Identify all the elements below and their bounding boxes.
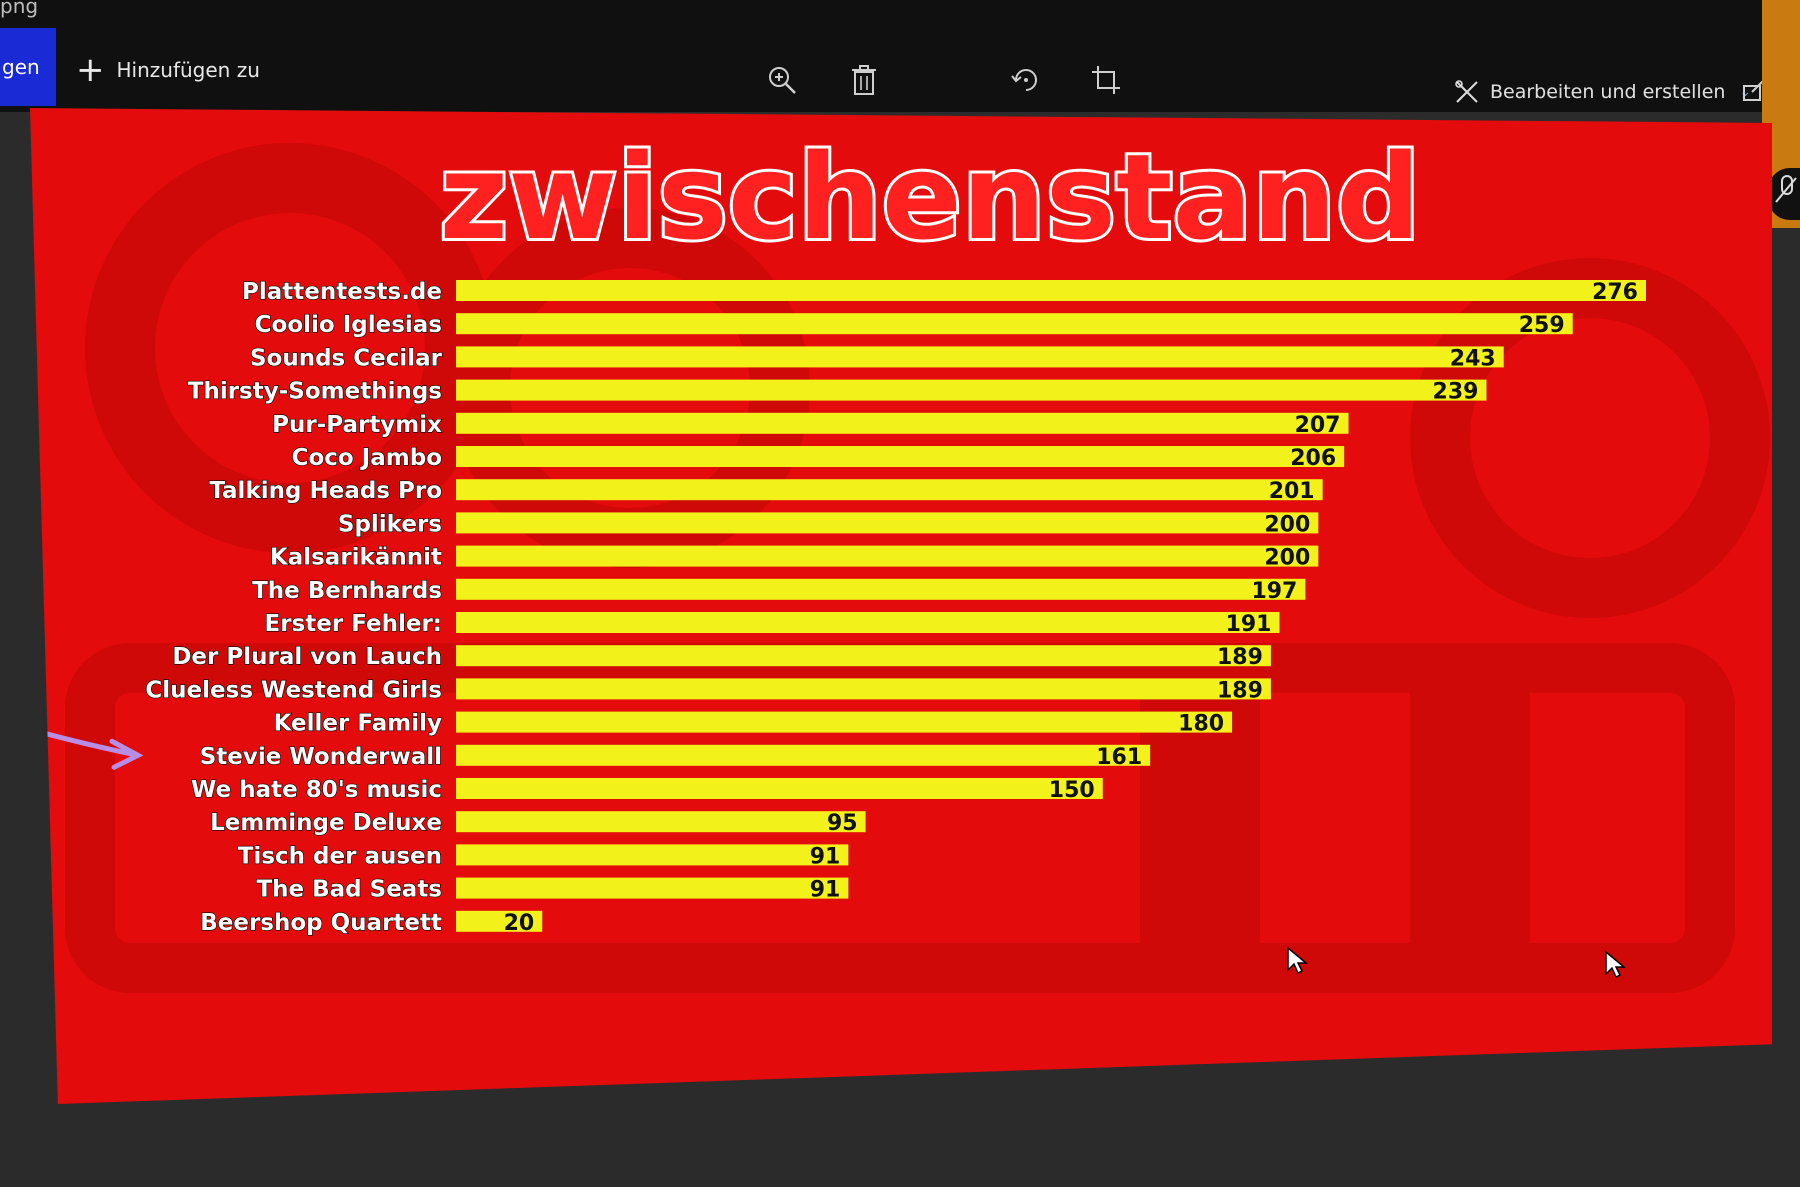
viewer-toolbar: png gen + Hinzufügen zu xyxy=(0,0,1800,112)
edit-create-button[interactable]: Bearbeiten und erstellen ⌄ xyxy=(1454,76,1751,108)
category-label: Keller Family xyxy=(274,711,442,737)
value-label: 259 xyxy=(1519,313,1565,338)
category-label: Clueless Westend Girls xyxy=(145,677,442,703)
bar xyxy=(456,546,1318,567)
trash-icon[interactable] xyxy=(846,62,882,98)
value-label: 207 xyxy=(1295,413,1341,438)
category-label: Talking Heads Pro xyxy=(209,478,442,504)
mic-icon xyxy=(1775,175,1797,203)
add-to-label: Hinzufügen zu xyxy=(116,58,260,82)
bar xyxy=(456,313,1573,334)
value-label: 200 xyxy=(1264,546,1310,571)
mouse-cursor-icon-2 xyxy=(1604,950,1626,980)
slide-image: zwischenstand Plattentests.de 276 Coolio I… xyxy=(30,108,1772,1104)
category-label: Splikers xyxy=(338,511,442,537)
crop-icon[interactable] xyxy=(1088,62,1124,98)
value-label: 239 xyxy=(1433,380,1479,405)
mouse-cursor-icon xyxy=(1286,946,1308,976)
category-label: Erster Fehler: xyxy=(265,611,442,637)
bar xyxy=(456,678,1271,699)
mic-button[interactable] xyxy=(1768,168,1800,220)
bar xyxy=(456,645,1271,666)
category-label: We hate 80's music xyxy=(191,777,442,803)
zoom-in-icon[interactable] xyxy=(764,62,800,98)
left-action-button[interactable]: gen xyxy=(0,28,56,106)
chart-title: zwischenstand xyxy=(439,128,1420,266)
add-to-button[interactable]: + Hinzufügen zu xyxy=(76,50,260,90)
value-label: 201 xyxy=(1269,479,1315,504)
value-label: 150 xyxy=(1049,778,1095,803)
rotate-icon[interactable] xyxy=(1008,62,1044,98)
highlight-arrow-icon xyxy=(30,729,138,767)
category-label: The Bad Seats xyxy=(256,877,442,903)
value-label: 91 xyxy=(810,878,841,903)
value-label: 20 xyxy=(504,911,535,936)
value-label: 91 xyxy=(810,844,841,869)
bar xyxy=(456,446,1344,467)
value-label: 191 xyxy=(1226,612,1272,637)
bar xyxy=(456,778,1103,799)
value-label: 95 xyxy=(827,811,858,836)
bar xyxy=(456,512,1318,533)
bar xyxy=(456,878,848,899)
category-label: Coolio Iglesias xyxy=(255,312,442,338)
value-label: 189 xyxy=(1217,645,1263,670)
bar xyxy=(456,380,1486,401)
category-label: Lemminge Deluxe xyxy=(210,810,442,836)
bar xyxy=(456,745,1150,766)
category-label: Thirsty-Somethings xyxy=(188,379,442,405)
bar xyxy=(456,712,1232,733)
category-label: Stevie Wonderwall xyxy=(200,744,442,770)
bar xyxy=(456,479,1323,500)
edit-create-icon xyxy=(1455,80,1478,103)
category-label: Plattentests.de xyxy=(242,279,442,305)
bar xyxy=(456,844,848,865)
value-label: 200 xyxy=(1264,512,1310,537)
value-label: 197 xyxy=(1251,579,1297,604)
value-label: 206 xyxy=(1290,446,1336,471)
bar xyxy=(456,911,542,932)
category-label: Tisch der ausen xyxy=(238,843,442,869)
value-label: 243 xyxy=(1450,346,1496,371)
edit-create-label: Bearbeiten und erstellen xyxy=(1490,81,1726,103)
category-label: Kalsarikännit xyxy=(270,545,442,571)
chevron-down-icon: ⌄ xyxy=(1739,84,1752,100)
bar xyxy=(456,280,1646,301)
category-label: The Bernhards xyxy=(252,578,442,604)
category-label: Pur-Partymix xyxy=(272,412,442,438)
value-label: 276 xyxy=(1592,280,1638,305)
bar xyxy=(456,612,1280,633)
bar xyxy=(456,346,1504,367)
category-label: Sounds Cecilar xyxy=(250,345,443,371)
bar xyxy=(456,579,1305,600)
bar-chart: zwischenstand Plattentests.de 276 Coolio I… xyxy=(30,108,1772,1104)
category-label: Der Plural von Lauch xyxy=(172,644,442,670)
bar xyxy=(456,811,866,832)
filename-label: png xyxy=(0,0,39,18)
value-label: 180 xyxy=(1178,712,1224,737)
bar xyxy=(456,413,1349,434)
value-label: 161 xyxy=(1096,745,1142,770)
value-label: 189 xyxy=(1217,678,1263,703)
category-label: Coco Jambo xyxy=(292,445,442,471)
category-label: Beershop Quartett xyxy=(200,910,442,936)
plus-icon: + xyxy=(76,50,105,90)
